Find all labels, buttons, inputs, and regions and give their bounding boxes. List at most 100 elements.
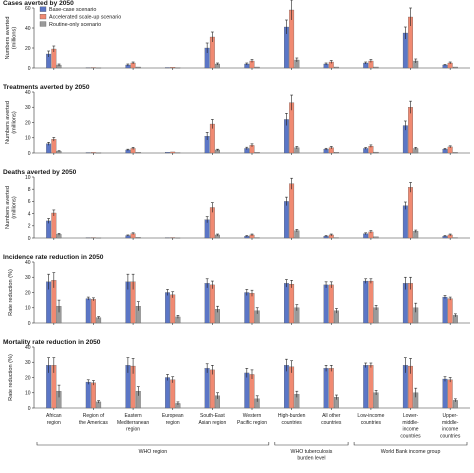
bar-accelerated-scale-up-scenario-10 — [408, 187, 413, 239]
bar-base-case-scenario-4 — [165, 152, 170, 154]
x-tick-label: Lower- — [403, 413, 419, 419]
bar-routine-only-scenario-9 — [373, 66, 379, 69]
bar-base-case-scenario-4 — [165, 292, 170, 324]
bar-accelerated-scale-up-scenario-4 — [170, 151, 176, 154]
panel-title: Treatments averted by 2050 — [3, 84, 90, 91]
x-tick-label: region — [166, 420, 180, 426]
y-tick-label: 20 — [25, 290, 31, 296]
group-label-line2: burden level — [297, 456, 325, 462]
y-tick-label: 6 — [28, 199, 31, 205]
bar-base-case-scenario-10 — [402, 205, 408, 239]
x-tick-label: region — [126, 427, 140, 433]
bar-routine-only-scenario-3 — [135, 152, 141, 154]
y-tick-label: 40 — [25, 345, 31, 351]
legend-entry: Routine-only scenario — [49, 22, 101, 28]
y-axis-label: Rate reduction (%) — [8, 354, 14, 401]
x-tick-label: Pacific region — [237, 420, 267, 426]
x-tick-label: countries — [361, 420, 382, 426]
bar-accelerated-scale-up-scenario-5 — [209, 369, 215, 409]
bar-base-case-scenario-4 — [165, 377, 170, 409]
bar-accelerated-scale-up-scenario-9 — [368, 280, 374, 324]
group-label: WHO tuberculosis — [291, 449, 333, 455]
bar-accelerated-scale-up-scenario-2 — [91, 152, 96, 154]
bar-accelerated-scale-up-scenario-2 — [91, 299, 96, 324]
bar-accelerated-scale-up-scenario-1 — [51, 139, 57, 154]
x-tick-label: income — [402, 427, 418, 433]
legend-entry: Accelerated scale-up scenario — [49, 14, 121, 20]
y-tick-label: 10 — [25, 391, 31, 397]
bar-accelerated-scale-up-scenario-10 — [408, 107, 413, 154]
y-tick-label: 40 — [25, 260, 31, 266]
bar-accelerated-scale-up-scenario-1 — [51, 212, 57, 239]
panel-title: Cases averted by 2050 — [3, 0, 74, 7]
bar-base-case-scenario-4 — [165, 67, 170, 69]
bar-accelerated-scale-up-scenario-4 — [170, 379, 176, 409]
bar-routine-only-scenario-9 — [373, 151, 379, 154]
y-tick-label: 4 — [28, 211, 31, 217]
bar-accelerated-scale-up-scenario-8 — [328, 368, 334, 409]
x-tick-label: middle- — [442, 420, 459, 426]
bar-base-case-scenario-6 — [244, 292, 250, 324]
y-axis-label-units: (millions) — [12, 111, 18, 134]
bar-base-case-scenario-9 — [363, 280, 369, 324]
panel-title: Mortality rate reduction in 2050 — [3, 339, 101, 346]
y-tick-label: 20 — [25, 375, 31, 381]
bar-base-case-scenario-5 — [204, 368, 210, 409]
bar-base-case-scenario-8 — [323, 368, 329, 409]
bar-routine-only-scenario-11 — [452, 152, 458, 154]
y-tick-label: 0 — [28, 66, 31, 72]
y-tick-label: 0 — [28, 236, 31, 242]
legend-swatch — [39, 6, 47, 12]
y-tick-label: 30 — [25, 275, 31, 281]
bar-accelerated-scale-up-scenario-7 — [289, 283, 295, 324]
bar-routine-only-scenario-8 — [334, 66, 339, 69]
group-bracket — [36, 442, 270, 446]
x-tick-label: region — [47, 420, 61, 426]
bar-base-case-scenario-6 — [244, 372, 250, 409]
x-tick-label: countries — [440, 433, 461, 439]
group-bracket — [353, 442, 468, 446]
y-tick-label: 20 — [25, 46, 31, 52]
y-axis-label: Numbers averted — [5, 101, 11, 144]
panel-5: Mortality rate reduction in 2050 Rate red… — [3, 339, 470, 412]
y-tick-label: 0 — [28, 406, 31, 412]
x-tick-label: Eastern — [124, 413, 141, 419]
bar-routine-only-scenario-9 — [373, 236, 379, 239]
x-tick-label: Mediterranean — [117, 420, 149, 426]
group-label: WHO region — [139, 449, 168, 455]
x-tick-label: countries — [321, 420, 342, 426]
bar-accelerated-scale-up-scenario-4 — [170, 294, 176, 324]
bar-base-case-scenario-2 — [85, 298, 91, 324]
bar-routine-only-scenario-6 — [254, 152, 260, 154]
bar-accelerated-scale-up-scenario-7 — [289, 183, 295, 239]
legend-swatch — [39, 14, 47, 20]
panel-title: Deaths averted by 2050 — [3, 169, 77, 176]
x-tick-label: All other — [322, 413, 341, 419]
bar-base-case-scenario-7 — [284, 283, 289, 324]
x-tick-label: middle- — [402, 420, 419, 426]
y-tick-label: 10 — [25, 136, 31, 142]
legend-entry: Base-case scenario — [49, 7, 96, 13]
bar-base-case-scenario-2 — [85, 381, 91, 409]
x-tick-label: income — [442, 427, 458, 433]
legend-swatch — [39, 21, 47, 27]
bar-routine-only-scenario-11 — [452, 66, 458, 69]
panel-3: Deaths averted by 2050 Numbers averted (mi… — [3, 169, 470, 242]
bar-accelerated-scale-up-scenario-4 — [170, 67, 176, 69]
y-tick-label: 2 — [28, 224, 31, 230]
y-tick-label: 20 — [25, 120, 31, 126]
y-axis-label: Rate reduction (%) — [8, 269, 14, 316]
bar-accelerated-scale-up-scenario-2 — [91, 382, 96, 409]
y-tick-label: 30 — [25, 360, 31, 366]
bar-base-case-scenario-8 — [323, 284, 329, 324]
bar-base-case-scenario-1 — [46, 220, 52, 239]
y-tick-label: 8 — [28, 187, 31, 193]
bar-accelerated-scale-up-scenario-11 — [447, 298, 453, 324]
bar-base-case-scenario-7 — [284, 365, 289, 409]
y-axis-label-units: (millions) — [12, 27, 18, 50]
bar-accelerated-scale-up-scenario-6 — [249, 374, 255, 409]
bar-base-case-scenario-7 — [284, 201, 289, 239]
panel-1: Cases averted by 2050 Numbers averted (mil… — [3, 0, 470, 72]
